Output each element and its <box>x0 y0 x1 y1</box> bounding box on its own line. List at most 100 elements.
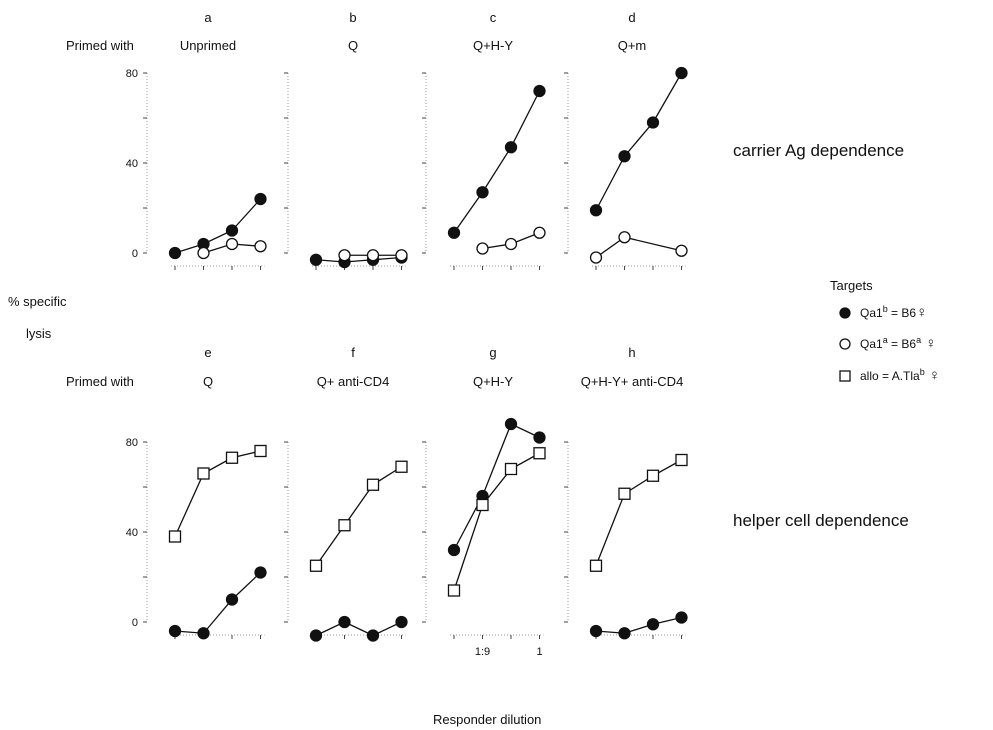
series-line <box>595 72 683 211</box>
series-line <box>453 452 540 591</box>
series-line <box>453 423 540 551</box>
legend-part: allo = A.Tla <box>860 369 920 383</box>
female-symbol: ♀ <box>925 367 940 384</box>
data-point-open-circle <box>366 249 380 262</box>
primed-with-label-top: Primed with <box>66 38 134 53</box>
open-circle-marker <box>839 338 851 350</box>
panel-subtitle: Unprimed <box>180 38 236 53</box>
data-point-filled-circle <box>533 431 546 444</box>
data-point-open-circle <box>395 249 408 262</box>
data-point-filled-circle <box>618 150 631 163</box>
data-point-filled-circle <box>447 543 461 557</box>
data-point-open-circle <box>504 237 518 251</box>
data-point-open-circle <box>675 244 688 257</box>
series-line <box>174 450 261 537</box>
panel-letter: d <box>628 10 635 25</box>
female-symbol: ♀ <box>921 335 936 352</box>
data-point-filled-circle <box>675 66 688 80</box>
panel-letter: g <box>489 345 496 360</box>
legend-part: = B6 <box>888 306 917 320</box>
data-point-open-square <box>338 519 351 532</box>
data-point-open-square <box>309 559 323 572</box>
y-tick-label: 0 <box>132 617 138 629</box>
panel-f: f Q+ anti-CD4 <box>284 345 408 642</box>
panel-subtitle: Q <box>348 38 358 53</box>
panel-a: a Unprimed 80 40 0 <box>126 10 267 270</box>
data-point-filled-circle <box>476 186 489 199</box>
series-line <box>453 90 541 234</box>
y-axis-label-line2: lysis <box>26 326 52 341</box>
data-point-open-circle <box>533 226 546 239</box>
data-point-filled-circle <box>504 417 518 431</box>
data-point-filled-circle <box>309 253 323 266</box>
panel-letter: b <box>349 10 356 25</box>
data-point-open-circle <box>338 249 351 262</box>
y-axis-label-line1: % specific <box>8 294 67 309</box>
data-point-open-square <box>225 451 239 464</box>
data-point-filled-circle <box>504 141 518 154</box>
y-tick-label: 40 <box>126 158 138 170</box>
panel-subtitle: Q+H-Y <box>473 38 513 53</box>
data-point-filled-circle <box>168 246 182 260</box>
data-point-open-circle <box>618 231 631 244</box>
legend-item-open-circle: Qa1a = B6a ♀ <box>839 335 937 352</box>
data-point-filled-circle <box>618 627 631 640</box>
data-point-filled-circle <box>533 84 546 98</box>
legend-item-text: Qa1b = B6♀ <box>860 304 927 321</box>
row-label-carrier: carrier Ag dependence <box>733 141 904 160</box>
legend-item-open-square: allo = A.Tlab ♀ <box>839 367 940 384</box>
data-point-filled-circle <box>447 226 461 239</box>
panel-subtitle: Q+m <box>618 38 647 53</box>
legend-item-text: Qa1a = B6a ♀ <box>860 335 937 352</box>
panel-letter: e <box>204 345 211 360</box>
series-line <box>595 616 682 634</box>
data-point-open-square <box>197 467 210 480</box>
panel-b: bQ <box>284 10 408 270</box>
series-line <box>174 198 261 254</box>
legend-part: Qa1 <box>860 337 883 351</box>
legend-superscript: b <box>883 304 888 314</box>
data-point-filled-circle <box>338 615 351 629</box>
data-point-open-square <box>618 487 631 500</box>
data-point-open-square <box>254 444 267 458</box>
x-axis-label: Responder dilution <box>433 712 541 727</box>
series-line <box>174 572 261 634</box>
series-line <box>315 256 402 263</box>
panel-h: h Q+H-Y+ anti-CD4 <box>564 345 688 640</box>
primed-with-label-bottom: Primed with <box>66 374 134 389</box>
series-line <box>595 236 682 259</box>
x-tick-label: 1 <box>536 646 542 658</box>
data-point-open-circle <box>225 237 239 251</box>
data-point-open-square <box>476 498 489 512</box>
legend: Targets Qa1b = B6♀ Qa1a = B6a ♀ allo = A… <box>830 278 940 384</box>
data-point-filled-circle <box>225 593 239 606</box>
data-point-filled-circle <box>254 566 267 579</box>
data-point-filled-circle <box>168 624 182 638</box>
data-point-filled-circle <box>646 618 660 631</box>
legend-item-filled-circle: Qa1b = B6♀ <box>839 304 927 321</box>
open-square-marker <box>839 370 851 382</box>
data-point-open-square <box>366 478 380 491</box>
data-point-filled-circle <box>675 611 688 624</box>
panel-c: c Q+H-Y <box>422 10 546 270</box>
y-tick-label: 80 <box>126 68 138 80</box>
legend-superscript: a <box>883 335 888 345</box>
series-line <box>595 459 682 566</box>
panel-subtitle: Q <box>203 374 213 389</box>
panel-letter: a <box>204 10 212 25</box>
filled-circle-marker <box>839 307 851 319</box>
legend-part: Qa1 <box>860 306 883 320</box>
panel-letter: c <box>490 10 497 25</box>
data-point-filled-circle <box>254 192 267 206</box>
data-point-open-circle <box>476 242 489 255</box>
data-point-open-circle <box>254 240 267 253</box>
data-point-open-square <box>533 447 546 460</box>
data-point-filled-circle <box>646 116 660 129</box>
x-tick-label: 1:9 <box>475 646 490 658</box>
y-tick-label: 80 <box>126 437 138 449</box>
data-point-open-circle <box>589 251 603 264</box>
panel-subtitle: Q+H-Y <box>473 374 513 389</box>
series-line <box>315 621 402 637</box>
